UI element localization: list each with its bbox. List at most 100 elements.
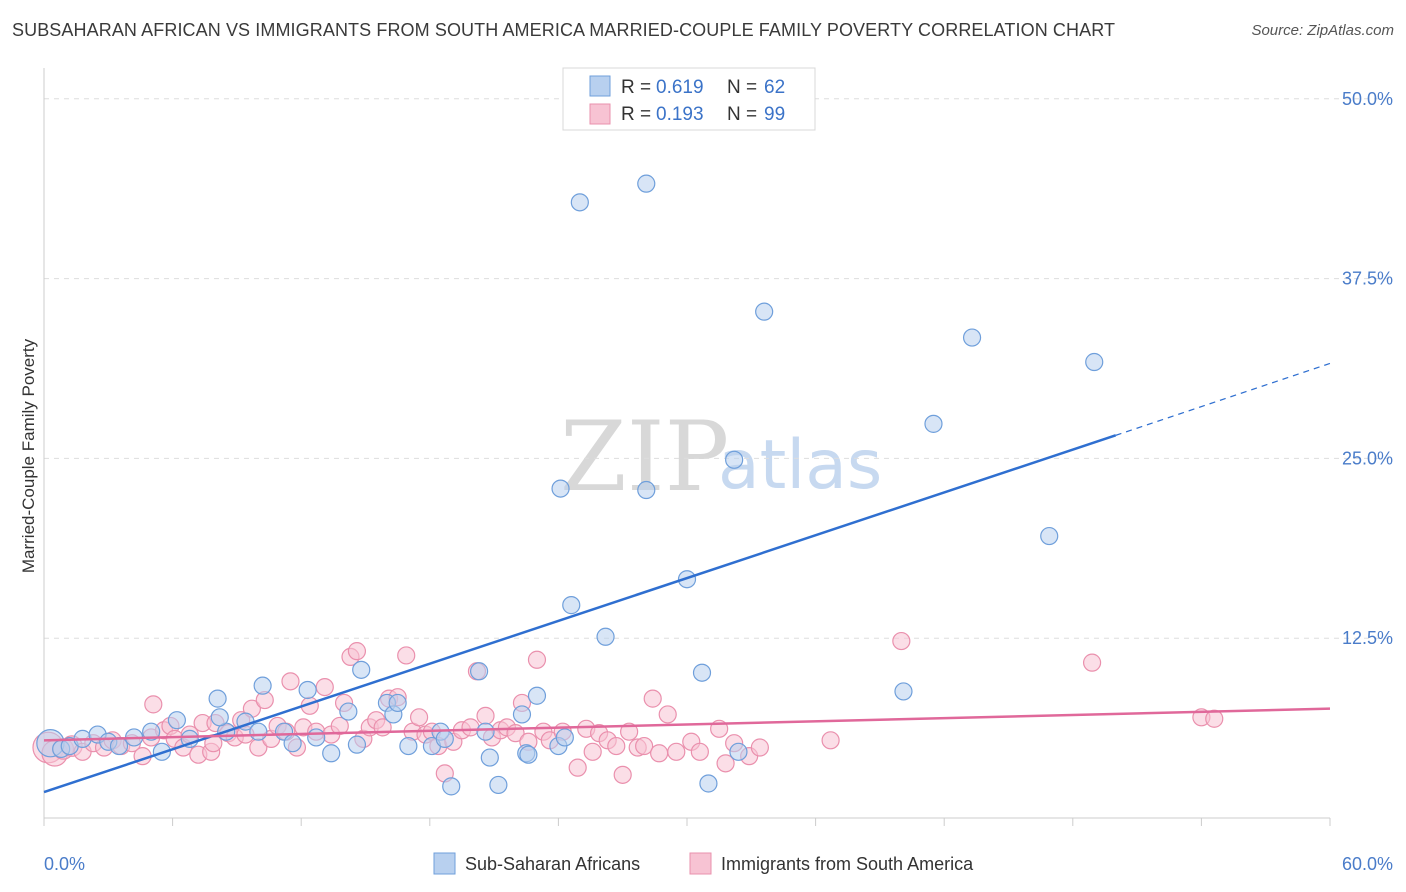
point-south-america: [613, 765, 632, 784]
y-tick-label: 50.0%: [1342, 89, 1393, 109]
point-south-america: [397, 646, 416, 665]
point-south-america: [330, 716, 349, 736]
point-sub-saharan: [476, 722, 495, 741]
point-sub-saharan: [755, 302, 774, 321]
bottom-legend-pink-label: Immigrants from South America: [721, 854, 974, 874]
x-tick-label-min: 0.0%: [44, 854, 85, 874]
y-tick-labels: 12.5% 25.0% 37.5% 50.0%: [1342, 89, 1393, 648]
watermark-atlas: atlas: [718, 426, 882, 505]
point-south-america: [347, 642, 367, 661]
y-tick-label: 25.0%: [1342, 448, 1393, 468]
point-sub-saharan: [253, 676, 272, 695]
point-sub-saharan: [1085, 352, 1104, 372]
point-south-america: [667, 742, 686, 761]
point-sub-saharan: [725, 450, 744, 469]
point-south-america: [620, 722, 639, 741]
point-south-america: [821, 731, 840, 750]
point-south-america: [650, 744, 669, 763]
series-immigrants-south-america: [32, 631, 1224, 784]
point-sub-saharan: [729, 742, 748, 761]
point-south-america: [144, 695, 163, 714]
trend-line-sub-saharan: [43, 434, 1117, 794]
point-sub-saharan: [307, 728, 326, 747]
point-south-america: [315, 677, 334, 697]
point-sub-saharan: [399, 736, 418, 756]
point-sub-saharan: [435, 729, 454, 748]
point-south-america: [527, 650, 547, 669]
point-south-america: [635, 736, 654, 756]
point-south-america: [607, 736, 626, 756]
point-sub-saharan: [352, 660, 371, 679]
point-sub-saharan: [298, 680, 317, 700]
bottom-legend-swatch-blue: [433, 852, 456, 875]
point-sub-saharan: [962, 328, 982, 347]
point-sub-saharan: [699, 774, 718, 793]
legend-blue-r-label: R =: [621, 77, 651, 98]
point-sub-saharan: [249, 722, 268, 741]
point-sub-saharan: [208, 689, 227, 708]
y-axis-label: Married-Couple Family Poverty: [19, 338, 38, 573]
point-sub-saharan: [339, 702, 358, 721]
x-tick-label-max: 60.0%: [1342, 854, 1393, 874]
point-sub-saharan: [442, 777, 461, 796]
point-south-america: [892, 631, 911, 651]
point-sub-saharan: [519, 745, 538, 764]
legend-pink-n-label: N =: [727, 104, 757, 125]
point-south-america: [409, 708, 429, 727]
point-sub-saharan: [1040, 526, 1059, 546]
legend-swatch-pink: [589, 103, 611, 125]
point-south-america: [568, 758, 587, 777]
source-label: Source: ZipAtlas.com: [1251, 22, 1394, 39]
y-tick-label: 37.5%: [1342, 269, 1393, 289]
gridlines: [44, 98, 1393, 639]
point-sub-saharan: [570, 193, 589, 212]
point-south-america: [281, 672, 300, 691]
point-south-america: [643, 689, 662, 708]
point-sub-saharan: [210, 708, 229, 727]
trend-line-south-america: [43, 707, 1331, 742]
point-south-america: [461, 718, 480, 737]
point-sub-saharan: [555, 728, 574, 747]
point-sub-saharan: [109, 736, 129, 756]
point-sub-saharan: [527, 686, 547, 705]
point-sub-saharan: [512, 705, 532, 724]
legend-pink-n-value: 99: [764, 104, 785, 125]
legend-blue-n-label: N =: [727, 77, 757, 98]
series-sub-saharan-africans: [36, 174, 1104, 796]
legend-blue-n-value: 62: [764, 77, 785, 98]
legend-box: R = 0.619 N = 62 R = 0.193 N = 99: [562, 67, 816, 131]
legend-pink-r-label: R =: [621, 104, 651, 125]
point-sub-saharan: [489, 775, 508, 795]
point-sub-saharan: [637, 174, 656, 193]
point-sub-saharan: [283, 734, 302, 753]
point-sub-saharan: [894, 682, 913, 701]
chart-title: SUBSAHARAN AFRICAN VS IMMIGRANTS FROM SO…: [12, 20, 1116, 40]
point-sub-saharan: [347, 735, 367, 754]
x-tick-marks: [43, 818, 1331, 826]
point-sub-saharan: [142, 722, 161, 741]
point-sub-saharan: [167, 711, 186, 730]
legend-blue-r-value: 0.619: [656, 77, 704, 98]
point-south-america: [1205, 709, 1224, 728]
point-south-america: [658, 705, 677, 724]
point-sub-saharan: [469, 662, 489, 681]
legend-pink-r-value: 0.193: [656, 104, 704, 125]
point-south-america: [583, 742, 602, 761]
point-south-america: [476, 706, 495, 725]
bottom-legend-blue-label: Sub-Saharan Africans: [465, 854, 640, 874]
point-sub-saharan: [596, 627, 615, 646]
point-sub-saharan: [551, 479, 570, 498]
point-sub-saharan: [637, 480, 656, 500]
point-sub-saharan: [692, 663, 712, 682]
legend-swatch-blue: [589, 75, 611, 97]
point-south-america: [690, 742, 709, 761]
bottom-legend: Sub-Saharan Africans Immigrants from Sou…: [433, 852, 974, 875]
point-south-america: [1082, 653, 1102, 672]
bottom-legend-swatch-pink: [689, 852, 712, 875]
trend-lines: [43, 362, 1331, 794]
y-tick-label: 12.5%: [1342, 628, 1393, 648]
point-south-america: [716, 754, 735, 773]
point-sub-saharan: [480, 748, 499, 767]
point-sub-saharan: [562, 596, 581, 615]
